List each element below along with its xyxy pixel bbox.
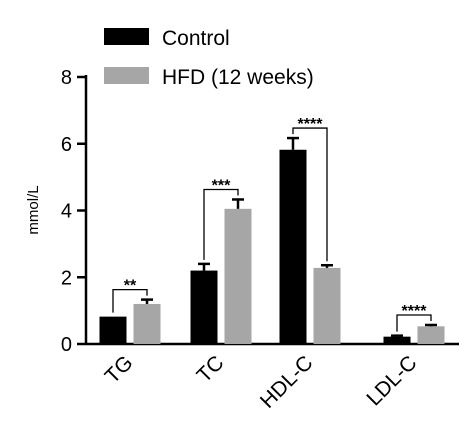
significance-label: **** [298, 116, 324, 133]
bar-control-tc [190, 270, 218, 344]
x-tick-labels: TG TC HDL-C LDL-C [101, 351, 422, 413]
significance-label: *** [212, 177, 231, 194]
x-tick-label: TC [192, 351, 228, 387]
legend-label: HFD (12 weeks) [162, 66, 314, 89]
y-tick-label: 2 [61, 267, 72, 289]
legend-label: Control [162, 27, 230, 50]
y-tick-label: 0 [61, 334, 72, 356]
bar-hfd-12-weeks-tg [133, 303, 161, 344]
legend: Control HFD (12 weeks) [104, 27, 314, 89]
legend-swatch [104, 67, 149, 84]
y-axis-label: mmol/L [25, 185, 42, 234]
significance-bracket [292, 127, 328, 262]
axes: 0 2 4 6 8 [61, 67, 459, 356]
x-tick-label: TG [101, 351, 138, 388]
bars [99, 136, 445, 344]
significance-annotations: ************* [112, 116, 432, 332]
y-tick-label: 8 [61, 67, 72, 89]
significance-label: **** [402, 303, 428, 320]
y-tick-label: 6 [61, 134, 72, 156]
bar-control-hdl-c [279, 149, 307, 344]
bar-control-ldl-c [383, 336, 411, 344]
significance-bracket [203, 188, 239, 260]
significance-label: ** [124, 278, 137, 295]
significance-bracket [396, 314, 432, 332]
x-tick-label: HDL-C [256, 351, 318, 413]
significance-bracket [112, 288, 148, 313]
x-tick-label: LDL-C [362, 351, 421, 410]
y-tick-label: 4 [61, 201, 72, 223]
bar-hfd-12-weeks-ldl-c [417, 326, 445, 344]
bar-hfd-12-weeks-hdl-c [313, 267, 341, 344]
bar-hfd-12-weeks-tc [224, 208, 252, 344]
bar-control-tg [99, 316, 127, 344]
legend-swatch [104, 28, 149, 45]
